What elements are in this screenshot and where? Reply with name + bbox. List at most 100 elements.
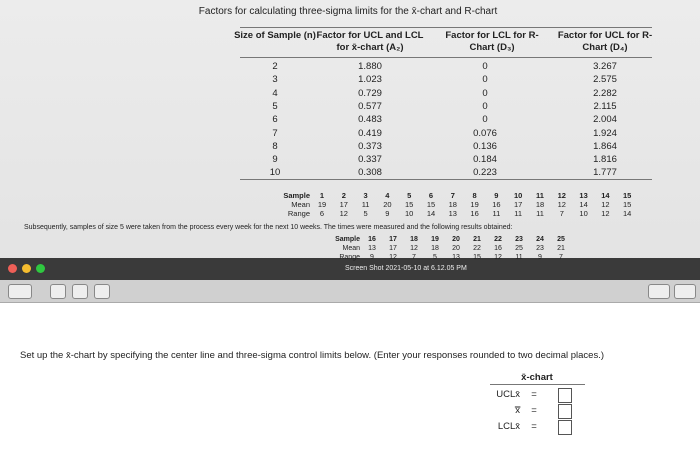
table-cell: 0.136	[473, 140, 497, 152]
answer-input[interactable]	[558, 404, 572, 419]
column-header: Factor for LCL for R-Chart (D₃)	[445, 30, 539, 53]
note: Subsequently, samples of size 5 were tak…	[24, 224, 513, 231]
table-cell: 1.777	[593, 167, 617, 179]
zoom-out[interactable]	[50, 284, 66, 299]
share[interactable]	[94, 284, 110, 299]
sample-cell: 18	[535, 200, 545, 209]
table-cell: 10	[269, 167, 281, 179]
table-cell: 1.924	[593, 127, 617, 139]
row-label: Sample	[283, 191, 310, 200]
sample-cell: 11	[515, 254, 523, 261]
sample-cell: 7	[559, 254, 563, 261]
table-cell: 0.184	[473, 154, 497, 166]
table-cell: 1.864	[593, 140, 617, 152]
table-cell: 5	[272, 100, 278, 112]
table-title: Factors for calculating three-sigma limi…	[198, 6, 498, 17]
table-cell: 2.004	[593, 114, 617, 126]
sample-cell: 12	[410, 245, 418, 252]
sample-cell: 19	[470, 200, 479, 209]
photo-area	[0, 0, 700, 300]
equals: =	[531, 405, 537, 416]
limit-label: x̿	[515, 405, 520, 416]
sample-cell: 9	[538, 254, 542, 261]
table-cell: 0	[482, 87, 488, 99]
sample-cell: 2	[341, 191, 346, 200]
row-label: Range	[339, 254, 360, 261]
sample-cell: 8	[472, 191, 477, 200]
sample-cell: 25	[515, 245, 523, 252]
rule	[240, 179, 652, 180]
answer-input[interactable]	[558, 420, 572, 435]
table-cell: 0	[482, 61, 488, 72]
sample-cell: 13	[448, 209, 457, 218]
sample-cell: 15	[623, 191, 632, 200]
table-cell: 0.308	[358, 167, 382, 179]
sample-cell: 24	[536, 236, 544, 243]
sample-cell: 19	[317, 200, 327, 209]
sample-cell: 20	[452, 236, 460, 243]
sample-cell: 4	[385, 191, 390, 200]
search[interactable]	[674, 284, 696, 299]
table-cell: 1.023	[358, 74, 382, 86]
row-label: Sample	[335, 236, 360, 243]
row-label: Mean	[342, 245, 360, 252]
limit-label: LCLx̄	[497, 421, 520, 432]
sample-cell: 5	[363, 209, 368, 218]
sample-cell: 21	[473, 236, 481, 243]
sample-cell: 1	[319, 191, 325, 200]
sample-cell: 23	[536, 245, 544, 252]
equals: =	[531, 389, 537, 400]
table-cell: 0	[482, 114, 488, 126]
sample-cell: 20	[452, 245, 460, 252]
sample-cell: 22	[494, 236, 502, 243]
table-cell: 3.267	[593, 61, 617, 72]
sample-cell: 17	[389, 236, 397, 243]
rule	[490, 384, 585, 385]
sample-cell: 11	[536, 191, 544, 200]
sample-cell: 11	[361, 200, 370, 209]
sample-cell: 15	[473, 254, 481, 261]
sample-cell: 16	[368, 236, 376, 243]
rule	[240, 27, 652, 28]
answer-input[interactable]	[558, 388, 572, 403]
sample-cell: 13	[368, 245, 376, 252]
sample-cell: 6	[319, 209, 325, 218]
rule	[240, 57, 652, 58]
sample-cell: 12	[557, 191, 566, 200]
sample-cell: 13	[579, 191, 588, 200]
sample-cell: 12	[557, 200, 566, 209]
sample-cell: 14	[426, 209, 436, 218]
sample-cell: 9	[494, 191, 499, 200]
table-cell: 0.577	[358, 100, 382, 112]
zoom-in[interactable]	[72, 284, 88, 299]
sample-cell: 3	[363, 191, 368, 200]
sample-cell: 12	[494, 254, 502, 261]
table-cell: 0	[482, 74, 488, 86]
sample-cell: 5	[407, 191, 412, 200]
table-cell: 2	[272, 61, 278, 72]
table-cell: 0.729	[358, 87, 382, 99]
markup[interactable]	[648, 284, 670, 299]
column-header: Factor for UCL and LCL for x̄-chart (A₂)	[316, 30, 424, 53]
sample-cell: 20	[383, 200, 392, 209]
sidebar-button[interactable]	[8, 284, 32, 299]
table-cell: 0.223	[473, 167, 497, 179]
sample-cell: 21	[557, 245, 565, 252]
sample-cell: 17	[339, 200, 348, 209]
sample-cell: 14	[601, 191, 610, 200]
screenshot-caption: Screen Shot 2021-05-10 at 6.12.05 PM	[345, 265, 467, 272]
table-cell: 3	[272, 74, 278, 86]
equals: =	[531, 421, 537, 432]
row-label: Range	[287, 209, 310, 218]
column-header: Factor for UCL for R-Chart (D₄)	[557, 30, 653, 53]
sample-cell: 15	[426, 200, 436, 209]
table-cell: 2.575	[593, 74, 617, 86]
table-cell: 0.419	[358, 127, 382, 139]
sample-cell: 17	[389, 245, 397, 252]
table-cell: 2.115	[593, 100, 617, 112]
sample-cell: 15	[623, 200, 632, 209]
answer-header: x̄-chart	[521, 372, 553, 383]
sample-cell: 13	[452, 254, 460, 261]
sample-cell: 15	[405, 200, 414, 209]
